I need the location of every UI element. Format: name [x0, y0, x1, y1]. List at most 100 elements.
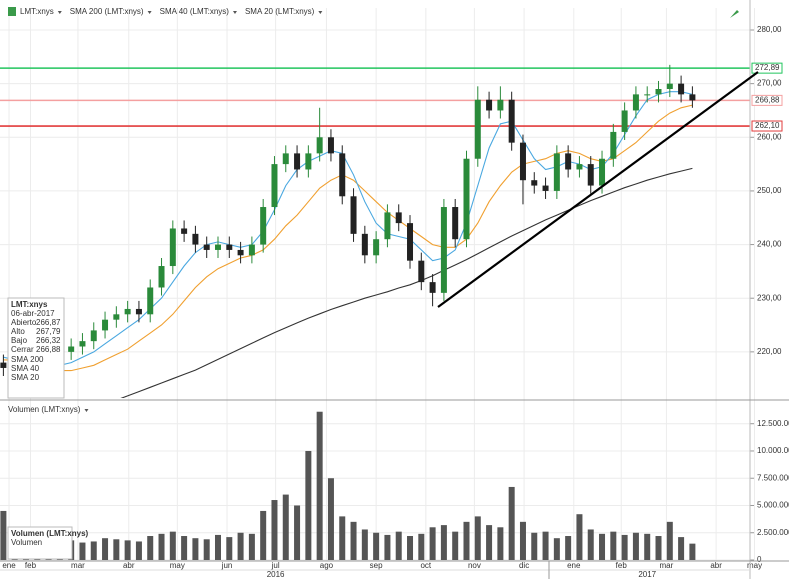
dropdown-arrow[interactable] [84, 409, 89, 412]
candle-body [519, 142, 526, 181]
volume-bar [474, 516, 481, 560]
candle-body [666, 83, 673, 90]
candle-body [474, 99, 481, 159]
x-tick-label: ene [567, 561, 581, 570]
volume-bar [192, 538, 199, 560]
candle-body [384, 212, 391, 240]
volume-bar [316, 411, 323, 560]
symbol-label: LMT:xnys [20, 7, 54, 16]
candle-body [68, 346, 75, 352]
candle-body [181, 228, 188, 234]
candle-body [294, 153, 301, 170]
candle-body [350, 196, 357, 234]
candle-body [135, 308, 142, 315]
dropdown-arrow[interactable] [57, 11, 62, 14]
volume-bar [497, 527, 504, 560]
volume-bar [327, 478, 334, 560]
x-tick-label: abr [123, 561, 135, 570]
volume-bar [553, 538, 560, 560]
x-tick-label: may [747, 561, 762, 570]
draw-tool-icon[interactable] [730, 10, 739, 18]
volume-bar [248, 533, 255, 560]
candle-body [0, 362, 7, 368]
readout-field: Abierto [11, 318, 37, 327]
volume-bar [124, 540, 131, 560]
x-tick-label: nov [468, 561, 481, 570]
sma-line [120, 167, 693, 398]
candle-body [327, 137, 334, 154]
legend-entry: SMA 40 (LMT:xnys) [160, 7, 230, 16]
candle-body [373, 239, 380, 256]
volume-title: Volumen (LMT:xnys) [8, 405, 81, 414]
reference-label-box [751, 62, 783, 74]
reference-label: 266,88 [755, 95, 780, 104]
volume-bar [666, 521, 673, 560]
y-tick-label: 5.000.000 [757, 501, 789, 510]
volume-bar [305, 450, 312, 560]
readout-field: Bajo [11, 336, 28, 345]
volume-bar [373, 532, 380, 560]
y-tick-label: 10.000.000 [757, 446, 789, 455]
volume-bar [147, 536, 154, 560]
candle-body [192, 233, 199, 245]
readout-indicator: SMA 200 [11, 355, 44, 364]
candle-body [610, 131, 617, 159]
reference-label: 272,89 [755, 63, 780, 72]
x-tick-label: ago [320, 561, 334, 570]
dropdown-arrow[interactable] [147, 11, 152, 14]
candle-body [124, 308, 131, 315]
symbol-icon[interactable] [8, 7, 16, 16]
y-tick-label: 270,00 [757, 79, 782, 88]
x-tick-label: abr [710, 561, 722, 570]
volume-bar [508, 486, 515, 560]
candle-body [531, 180, 538, 186]
volume-legend-entry: Volumen [11, 538, 42, 547]
dropdown-arrow[interactable] [318, 11, 323, 14]
volume-bar [79, 542, 86, 560]
foreground: 220,00 230,00 240,00 250,00 260,00 270,00 280,… [2, 25, 789, 579]
trend-line[interactable] [437, 71, 759, 308]
volume-bar [226, 537, 233, 560]
candle-body [248, 244, 255, 256]
candle-body [316, 137, 323, 154]
volume-bar [294, 505, 301, 560]
y-tick-label: 12.500.000 [757, 419, 789, 428]
candle-body [214, 244, 221, 250]
sma-line [3, 91, 693, 366]
candle-body [599, 158, 606, 186]
dropdown-arrow[interactable] [232, 11, 237, 14]
candle-body [237, 249, 244, 256]
candle-body [508, 99, 515, 143]
x-tick-label: oct [420, 561, 431, 570]
y-tick-label: 260,00 [757, 132, 782, 141]
x-tick-label: may [170, 561, 185, 570]
readout-symbol: LMT:xnys [11, 300, 48, 309]
price-header: LMT:xnys SMA 200 (LMT:xnys) SMA 40 (LMT:xn… [20, 7, 323, 16]
volume-legend-title: Volumen (LMT:xnys) [11, 529, 89, 538]
candle-body [440, 207, 447, 293]
candle-body [632, 94, 639, 111]
candle-body [689, 94, 696, 101]
x-tick-label: dic [519, 561, 529, 570]
readout-value: 266,88 [36, 345, 61, 354]
volume-bar [486, 525, 493, 560]
candle-body [407, 223, 414, 261]
volume-bar [181, 536, 188, 560]
volume-bar [519, 521, 526, 560]
x-tick-label: ene [2, 561, 16, 570]
candle-body [452, 207, 459, 240]
volume-bar [271, 500, 278, 560]
y-tick-label: 7.500.000 [757, 473, 789, 482]
candle-body [169, 228, 176, 267]
candle-body [621, 110, 628, 132]
candle-body [644, 94, 651, 96]
volume-bar [102, 538, 109, 560]
y-tick-label: 280,00 [757, 25, 782, 34]
volume-bar [260, 510, 267, 560]
candle-body [497, 99, 504, 111]
readout-field: Alto [11, 327, 25, 336]
candle-body [576, 164, 583, 170]
candle-body [361, 233, 368, 256]
candle-body [339, 153, 346, 197]
